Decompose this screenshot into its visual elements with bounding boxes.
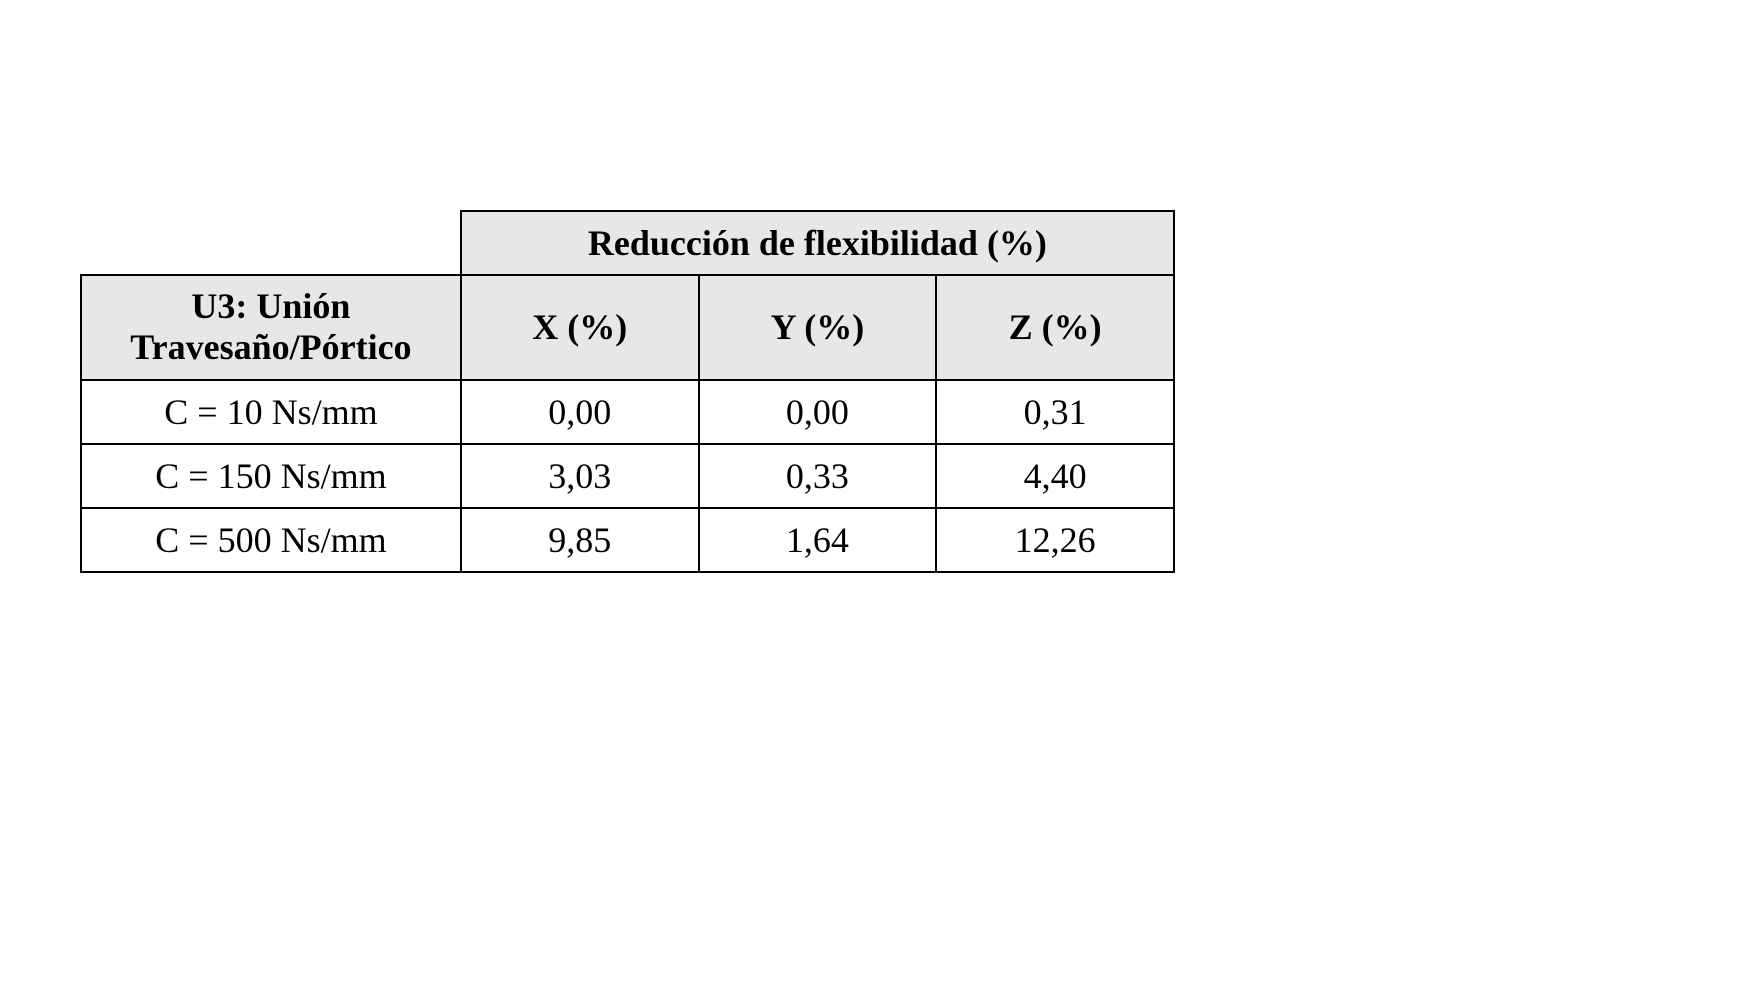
row-header-title-line1: U3: Unión (191, 286, 350, 326)
cell-x: 0,00 (461, 380, 699, 444)
row-label: C = 10 Ns/mm (81, 380, 461, 444)
table-row: C = 10 Ns/mm 0,00 0,00 0,31 (81, 380, 1174, 444)
row-header-title-line2: Travesaño/Pórtico (130, 327, 411, 367)
cell-x: 3,03 (461, 444, 699, 508)
cell-y: 0,33 (699, 444, 937, 508)
table-header-row-2: U3: Unión Travesaño/Pórtico X (%) Y (%) … (81, 275, 1174, 380)
col-header-z: Z (%) (936, 275, 1174, 380)
row-header-title-cell: U3: Unión Travesaño/Pórtico (81, 275, 461, 380)
cell-y: 1,64 (699, 508, 937, 572)
col-header-y: Y (%) (699, 275, 937, 380)
cell-z: 12,26 (936, 508, 1174, 572)
super-header-cell: Reducción de flexibilidad (%) (461, 211, 1174, 275)
cell-x: 9,85 (461, 508, 699, 572)
cell-z: 0,31 (936, 380, 1174, 444)
row-label: C = 500 Ns/mm (81, 508, 461, 572)
cell-z: 4,40 (936, 444, 1174, 508)
table-row: C = 500 Ns/mm 9,85 1,64 12,26 (81, 508, 1174, 572)
empty-top-left-cell (81, 211, 461, 275)
cell-y: 0,00 (699, 380, 937, 444)
flexibility-reduction-table: Reducción de flexibilidad (%) U3: Unión … (80, 210, 1175, 573)
page: Reducción de flexibilidad (%) U3: Unión … (0, 0, 1750, 1000)
col-header-x: X (%) (461, 275, 699, 380)
table-header-row-1: Reducción de flexibilidad (%) (81, 211, 1174, 275)
row-label: C = 150 Ns/mm (81, 444, 461, 508)
table-row: C = 150 Ns/mm 3,03 0,33 4,40 (81, 444, 1174, 508)
